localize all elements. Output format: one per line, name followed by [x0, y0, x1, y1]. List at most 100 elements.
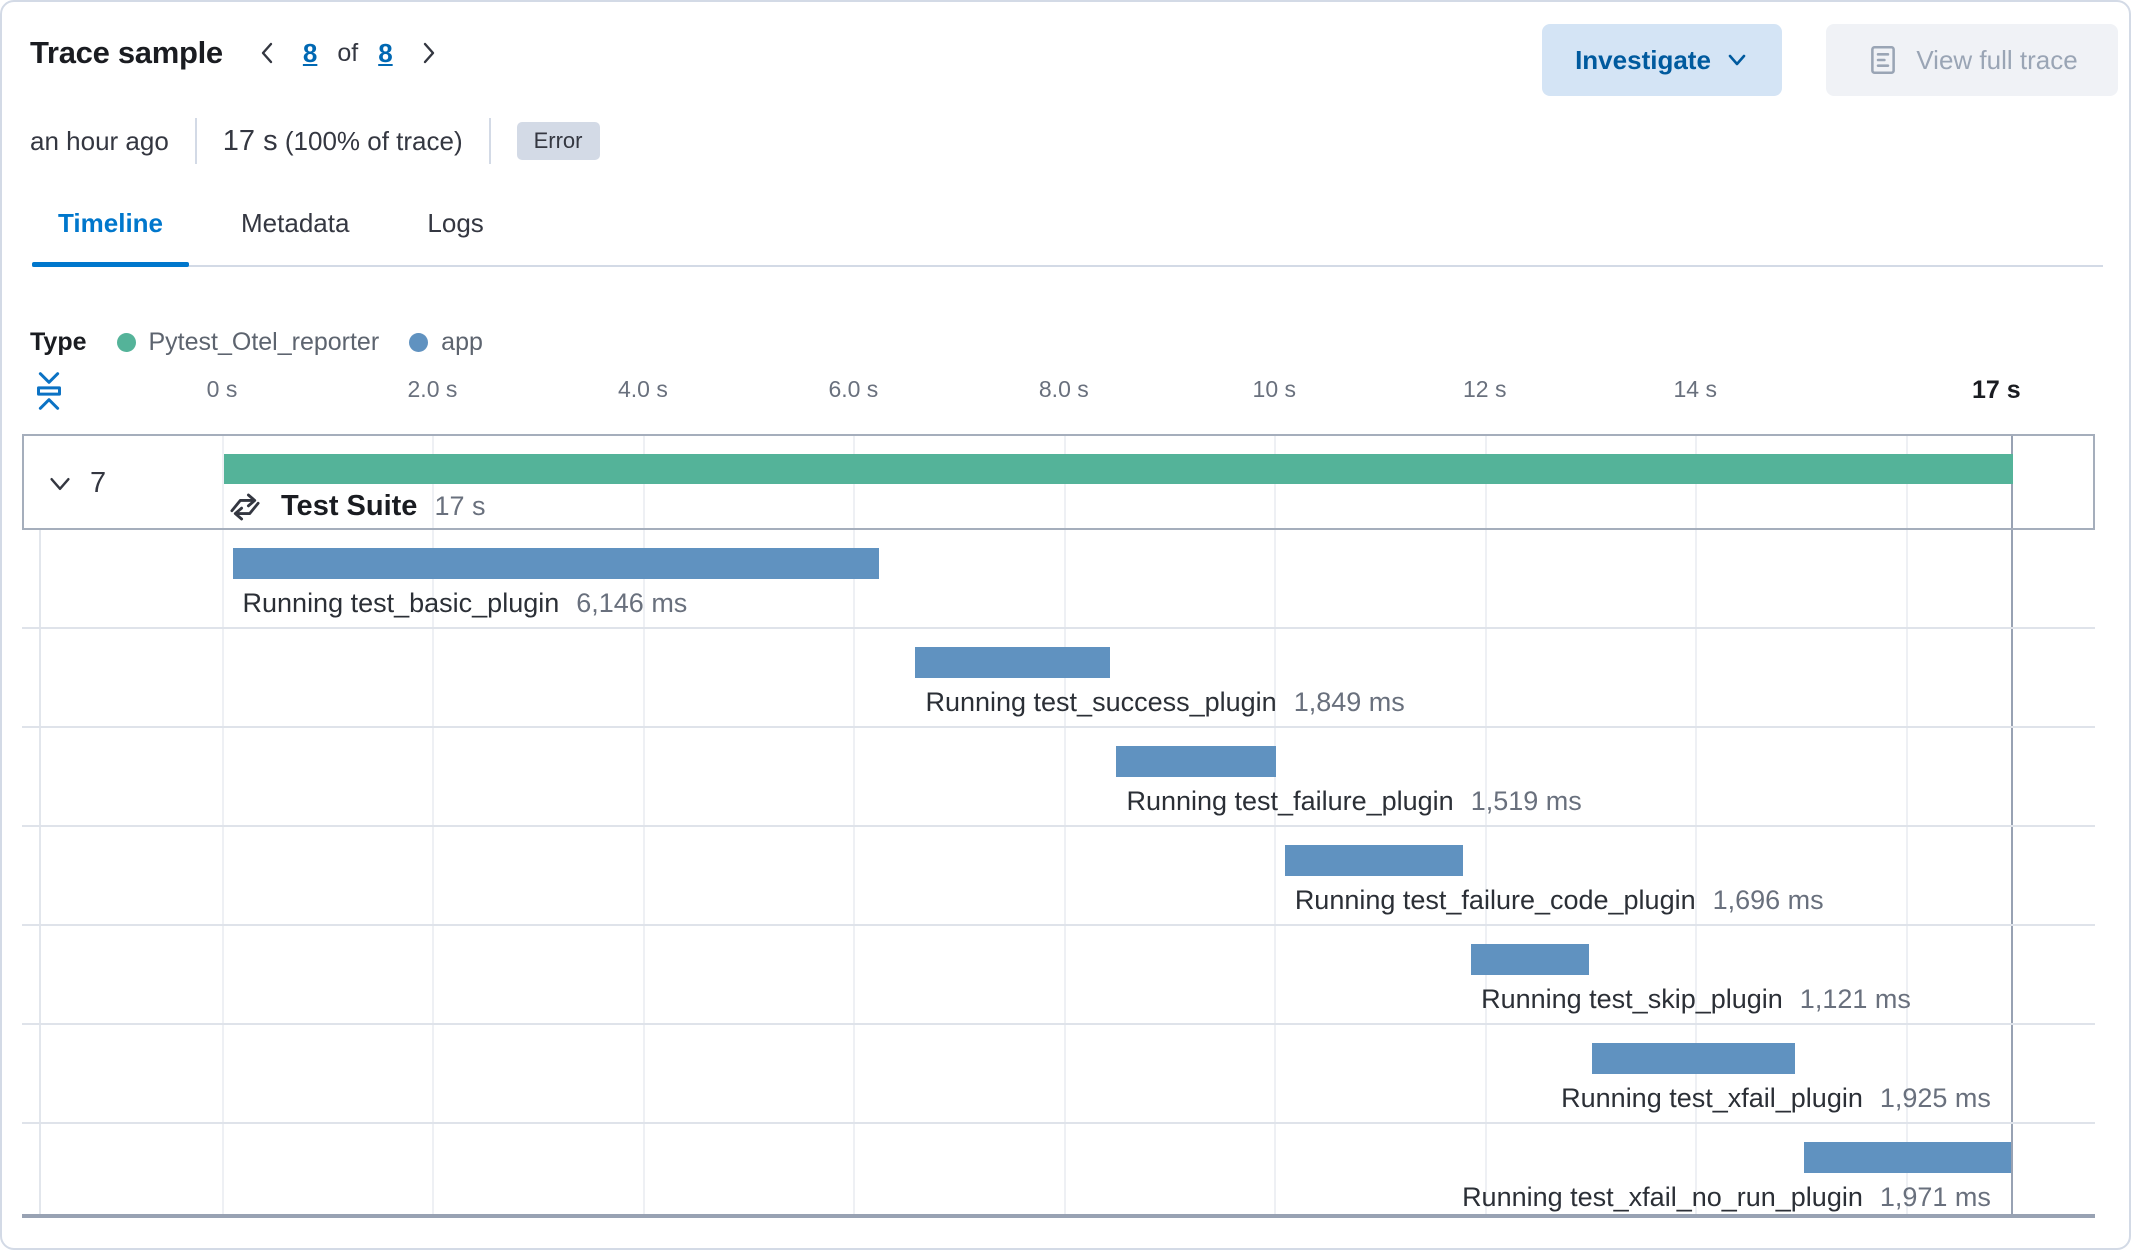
waterfall-row: Running test_success_plugin 1,849 ms: [22, 629, 2095, 728]
tab-logs[interactable]: Logs: [425, 204, 485, 265]
view-full-trace-label: View full trace: [1916, 44, 2078, 75]
span-name: Running test_xfail_no_run_plugin: [1462, 1182, 1863, 1212]
time-axis: 0 s 2.0 s 4.0 s 6.0 s 8.0 s 10 s 12 s 14 s 17 s: [2, 376, 2129, 412]
legend-item-label: Pytest_Otel_reporter: [148, 328, 380, 356]
span-label: Running test_xfail_plugin 1,925 ms: [1561, 1083, 1991, 1114]
waterfall-row: Running test_skip_plugin 1,121 ms: [22, 926, 2095, 1025]
prev-sample-button[interactable]: [245, 34, 291, 72]
axis-tick: 6.0 s: [828, 376, 879, 402]
view-full-trace-button[interactable]: View full trace: [1826, 24, 2118, 96]
span-item-running-test-success-plugin[interactable]: Running test_success_plugin 1,849 ms: [22, 629, 2095, 726]
divider: [488, 118, 491, 164]
waterfall-row: Running test_xfail_no_run_plugin 1,971 ms: [22, 1124, 2095, 1214]
span-item-running-test-xfail-no-run-plugin[interactable]: Running test_xfail_no_run_plugin 1,971 ms: [22, 1124, 2095, 1214]
header-actions: Investigate View full trace: [1542, 24, 2118, 96]
span-duration: 17 s: [434, 491, 486, 521]
current-sample-link[interactable]: 8: [302, 37, 318, 68]
span-name: Running test_success_plugin: [925, 687, 1277, 717]
title-row: Trace sample 8 of 8: [30, 34, 451, 72]
legend-dot-icon: [409, 333, 429, 352]
span-item-running-test-failure-code-plugin[interactable]: Running test_failure_code_plugin 1,696 ms: [22, 827, 2095, 924]
gridline: [853, 434, 856, 1214]
span-item-test-suite[interactable]: Test Suite 17 s: [24, 436, 2093, 528]
legend-item-app: app: [409, 328, 483, 357]
accordion-toggle-button[interactable]: 7: [42, 466, 112, 501]
span-label: Test Suite 17 s: [230, 490, 485, 523]
axis-tick: 0 s: [206, 376, 238, 402]
span-bar: [915, 647, 1111, 678]
legend-item-pytest_otel_reporter: Pytest_Otel_reporter: [116, 328, 380, 357]
pagination-of-label: of: [337, 38, 359, 67]
span-item-running-test-xfail-plugin[interactable]: Running test_xfail_plugin 1,925 ms: [22, 1025, 2095, 1122]
waterfall-row: Running test_failure_plugin 1,519 ms: [22, 728, 2095, 827]
span-name: Test Suite: [281, 490, 418, 522]
tab-timeline[interactable]: Timeline: [31, 204, 190, 267]
span-label: Running test_failure_code_plugin 1,696 ms: [1295, 885, 1824, 916]
axis-tick: 10 s: [1252, 376, 1297, 402]
merge-icon: [230, 493, 260, 520]
page-title: Trace sample: [30, 35, 223, 70]
waterfall-row: 7 Test Suite 17 s: [22, 434, 2095, 530]
legend-item-label: app: [441, 328, 483, 356]
span-bar: [1116, 746, 1277, 777]
axis-tick-end: 17 s: [1971, 376, 2021, 404]
axis-tick: 12 s: [1463, 376, 1507, 402]
chevron-down-icon: [1728, 54, 1746, 66]
type-legend: Type Pytest_Otel_reporter app: [30, 328, 483, 357]
span-duration: 1,121 ms: [1799, 984, 1911, 1014]
span-duration: 6,146 ms: [576, 588, 688, 618]
trace-end-line: [2010, 434, 2013, 1214]
span-label: Running test_skip_plugin 1,121 ms: [1481, 984, 1911, 1015]
span-item-running-test-skip-plugin[interactable]: Running test_skip_plugin 1,121 ms: [22, 926, 2095, 1023]
waterfall-row: Running test_basic_plugin 6,146 ms: [22, 530, 2095, 629]
waterfall-chart: 7 Test Suite 17 s Running test_basic_plugin…: [22, 434, 2095, 1218]
span-name: Running test_basic_plugin: [242, 588, 560, 618]
span-name: Running test_skip_plugin: [1481, 984, 1783, 1014]
chevron-right-icon: [423, 42, 434, 64]
span-bar: [1803, 1142, 2011, 1173]
gridline: [1063, 434, 1066, 1214]
fold-button[interactable]: [30, 366, 68, 419]
span-duration: 1,696 ms: [1712, 885, 1824, 915]
span-duration: 1,519 ms: [1470, 786, 1582, 816]
chevron-left-icon: [261, 42, 273, 64]
investigate-label: Investigate: [1575, 44, 1711, 75]
span-label: Running test_xfail_no_run_plugin 1,971 ms: [1462, 1182, 1991, 1213]
document-icon: [1871, 45, 1896, 75]
span-label: Running test_failure_plugin 1,519 ms: [1126, 786, 1581, 817]
axis-tick: 4.0 s: [617, 376, 668, 402]
trace-duration: 17 s: [222, 124, 278, 157]
span-label: Running test_success_plugin 1,849 ms: [925, 687, 1404, 718]
waterfall-row: Running test_failure_code_plugin 1,696 ms: [22, 827, 2095, 926]
error-badge: Error: [516, 122, 600, 160]
gridline: [1484, 434, 1487, 1214]
trace-meta-row: an hour ago 17 s (100% of trace) Error: [30, 118, 600, 164]
gridline: [1274, 434, 1277, 1214]
span-name: Running test_xfail_plugin: [1561, 1083, 1863, 1113]
span-item-running-test-basic-plugin[interactable]: Running test_basic_plugin 6,146 ms: [22, 530, 2095, 627]
axis-tick: 14 s: [1673, 376, 1717, 402]
trace-duration-pct: (100% of trace): [284, 125, 463, 156]
indent-guide-line: [39, 530, 41, 1214]
legend-dot-icon: [116, 333, 136, 352]
next-sample-button[interactable]: [405, 34, 451, 72]
axis-tick: 8.0 s: [1038, 376, 1089, 402]
span-bar: [1592, 1043, 1795, 1074]
span-bar: [232, 548, 880, 579]
span-item-running-test-failure-plugin[interactable]: Running test_failure_plugin 1,519 ms: [22, 728, 2095, 825]
legend-title: Type: [30, 328, 87, 356]
trace-duration-group: 17 s (100% of trace): [223, 125, 463, 158]
fold-icon: [37, 372, 61, 410]
sample-pagination: 8 of 8: [245, 34, 451, 72]
span-duration: 1,971 ms: [1879, 1182, 1991, 1212]
total-samples-link[interactable]: 8: [378, 37, 393, 68]
gridline: [642, 434, 645, 1214]
detail-tabs: Timeline Metadata Logs: [31, 204, 2103, 267]
gridline: [1905, 434, 1908, 1214]
span-bar: [224, 454, 2013, 484]
gridline: [222, 434, 224, 1214]
gridline: [432, 434, 435, 1214]
tab-metadata[interactable]: Metadata: [239, 204, 351, 265]
investigate-button[interactable]: Investigate: [1542, 24, 1782, 96]
child-count: 7: [90, 467, 107, 499]
